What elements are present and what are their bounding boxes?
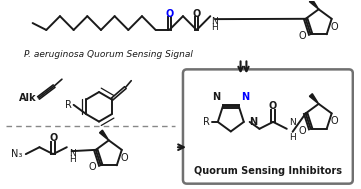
Text: O: O	[49, 133, 57, 143]
FancyBboxPatch shape	[183, 69, 353, 184]
Text: O: O	[299, 31, 306, 41]
Text: Alk: Alk	[19, 93, 36, 103]
Text: O: O	[330, 22, 338, 32]
Text: O: O	[165, 9, 173, 19]
Polygon shape	[309, 0, 319, 9]
Text: N: N	[249, 117, 257, 127]
Text: H: H	[69, 155, 75, 164]
Text: N: N	[289, 118, 295, 127]
Text: N: N	[212, 91, 220, 101]
Text: N: N	[69, 149, 75, 158]
Text: H: H	[289, 133, 295, 142]
Text: Quorum Sensing Inhibitors: Quorum Sensing Inhibitors	[194, 166, 342, 176]
Text: O: O	[269, 101, 277, 111]
Text: H: H	[211, 23, 218, 32]
Text: R: R	[203, 117, 210, 127]
Text: O: O	[299, 126, 306, 136]
Polygon shape	[100, 130, 109, 140]
Text: O: O	[192, 9, 201, 19]
Text: O: O	[88, 162, 96, 172]
Text: O: O	[330, 116, 338, 126]
Text: O: O	[120, 153, 128, 163]
Text: N: N	[211, 17, 218, 26]
Text: N₃: N₃	[11, 149, 22, 159]
Text: P. aeruginosa Quorum Sensing Signal: P. aeruginosa Quorum Sensing Signal	[24, 50, 193, 59]
Polygon shape	[309, 94, 319, 104]
Text: R: R	[65, 100, 72, 110]
Text: N: N	[241, 91, 249, 101]
